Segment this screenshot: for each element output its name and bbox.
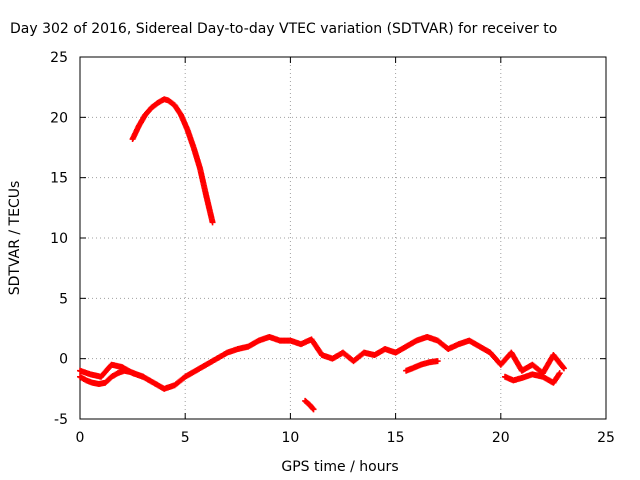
- data-point: [560, 365, 567, 372]
- data-point: [310, 406, 317, 413]
- series-arc-short: [302, 397, 317, 413]
- x-tick-label: 5: [181, 430, 190, 446]
- series-arc-main: [77, 333, 567, 392]
- series-arc-mid-low: [403, 358, 441, 374]
- x-tick-label: 10: [281, 430, 299, 446]
- chart-title: Day 302 of 2016, Sidereal Day-to-day VTE…: [10, 21, 557, 37]
- y-tick-label: 5: [59, 291, 68, 307]
- x-axis-label: GPS time / hours: [281, 459, 398, 475]
- data-marks: [77, 96, 567, 413]
- data-point: [140, 373, 147, 380]
- series-arc-high: [129, 96, 216, 226]
- y-tick-label: 15: [50, 171, 68, 187]
- series-arc-late-low: [502, 370, 563, 386]
- y-tick-label: 25: [50, 50, 68, 66]
- grid: [80, 57, 606, 419]
- data-point: [556, 370, 563, 377]
- y-tick-label: 20: [50, 110, 68, 126]
- axis-ticks: 0 5 10 15 20 25 -5 0 5 10 15 20 25: [50, 50, 615, 446]
- y-tick-label: 10: [50, 231, 68, 247]
- data-point: [309, 405, 316, 412]
- series-arc-lower-left: [77, 367, 147, 388]
- data-point: [560, 364, 567, 371]
- y-axis-label: SDTVAR / TECUs: [7, 181, 23, 296]
- data-point: [434, 358, 441, 365]
- x-tick-label: 0: [76, 430, 85, 446]
- x-tick-label: 15: [387, 430, 405, 446]
- x-tick-label: 20: [492, 430, 510, 446]
- y-tick-label: 0: [59, 352, 68, 368]
- x-tick-label: 25: [597, 430, 615, 446]
- data-point: [209, 219, 216, 226]
- y-tick-label: -5: [54, 412, 68, 428]
